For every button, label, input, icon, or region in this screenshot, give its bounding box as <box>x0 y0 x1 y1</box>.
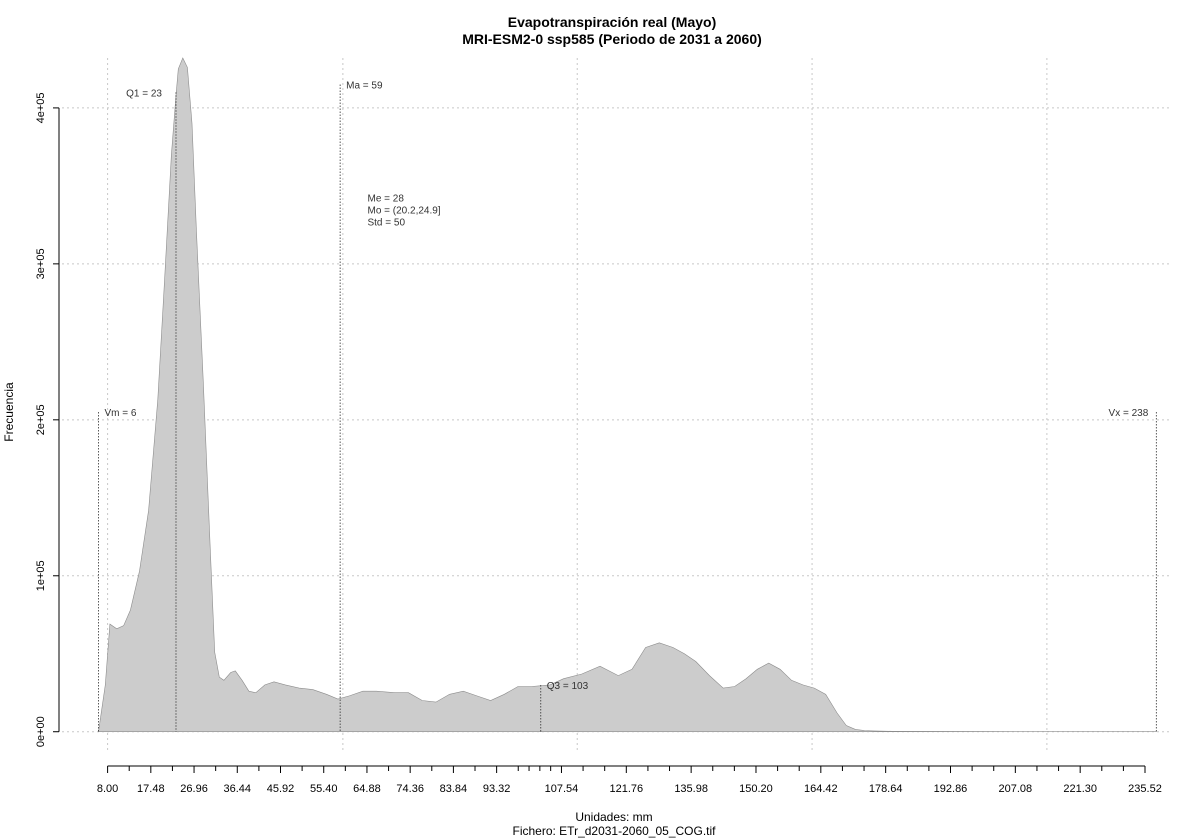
x-axis-label: Unidades: mm <box>575 810 652 824</box>
chart-subtitle: MRI-ESM2-0 ssp585 (Periodo de 2031 a 206… <box>462 31 762 47</box>
x-tick-label: 164.42 <box>804 783 838 795</box>
x-tick-label: 8.00 <box>97 783 118 795</box>
x-tick-label: 150.20 <box>739 783 773 795</box>
y-tick-label: 1e+05 <box>35 560 47 591</box>
stats-text-0: Me = 28 <box>367 193 404 204</box>
x-tick-label: 74.36 <box>396 783 424 795</box>
y-axis-label: Frecuencia <box>2 382 16 442</box>
x-tick-label: 45.92 <box>267 783 295 795</box>
x-tick-label: 235.52 <box>1128 783 1162 795</box>
x-ticks: 8.00 17.48 26.96 36.44 45.92 55.40 64.88 74.36 8… <box>97 766 1162 795</box>
x-tick-label: 135.98 <box>674 783 708 795</box>
x-tick-label: 121.76 <box>609 783 643 795</box>
x-tick-label: 36.44 <box>224 783 252 795</box>
x-tick-label: 207.08 <box>999 783 1033 795</box>
stat-label-2: Ma = 59 <box>346 81 383 92</box>
stat-label-1: Q1 = 23 <box>126 88 162 99</box>
y-tick-label: 2e+05 <box>35 404 47 435</box>
x-tick-label: 107.54 <box>545 783 579 795</box>
annotations: Vm = 6 Q1 = 23 Ma = 59 Q3 = 103 Vx = 238 Me =… <box>104 81 1148 692</box>
x-tick-label: 17.48 <box>137 783 165 795</box>
x-tick-label: 55.40 <box>310 783 338 795</box>
x-tick-label: 178.64 <box>869 783 903 795</box>
stat-label-0: Vm = 6 <box>104 408 136 419</box>
stats-text-2: Std = 50 <box>367 217 405 228</box>
x-tick-label: 83.84 <box>440 783 468 795</box>
x-tick-label: 192.86 <box>934 783 968 795</box>
stat-lines <box>98 84 1157 732</box>
x-tick-label: 64.88 <box>353 783 381 795</box>
grid <box>62 58 1170 752</box>
y-tick-label: 4e+05 <box>35 92 47 123</box>
stat-label-4: Vx = 238 <box>1109 408 1149 419</box>
stat-label-3: Q3 = 103 <box>547 681 589 692</box>
chart-footer: Fichero: ETr_d2031-2060_05_COG.tif <box>513 824 717 838</box>
stats-text-1: Mo = (20.2,24.9] <box>367 205 440 216</box>
density-area-layer <box>98 57 1157 732</box>
y-tick-label: 0e+00 <box>35 716 47 747</box>
y-ticks: 0e+00 1e+05 2e+05 3e+05 4e+05 <box>35 92 59 747</box>
x-tick-label: 93.32 <box>483 783 511 795</box>
x-tick-label: 221.30 <box>1063 783 1097 795</box>
chart-title: Evapotranspiración real (Mayo) <box>508 14 717 30</box>
y-tick-label: 3e+05 <box>35 248 47 279</box>
density-area-series-0 <box>98 57 1157 732</box>
x-tick-label: 26.96 <box>180 783 208 795</box>
